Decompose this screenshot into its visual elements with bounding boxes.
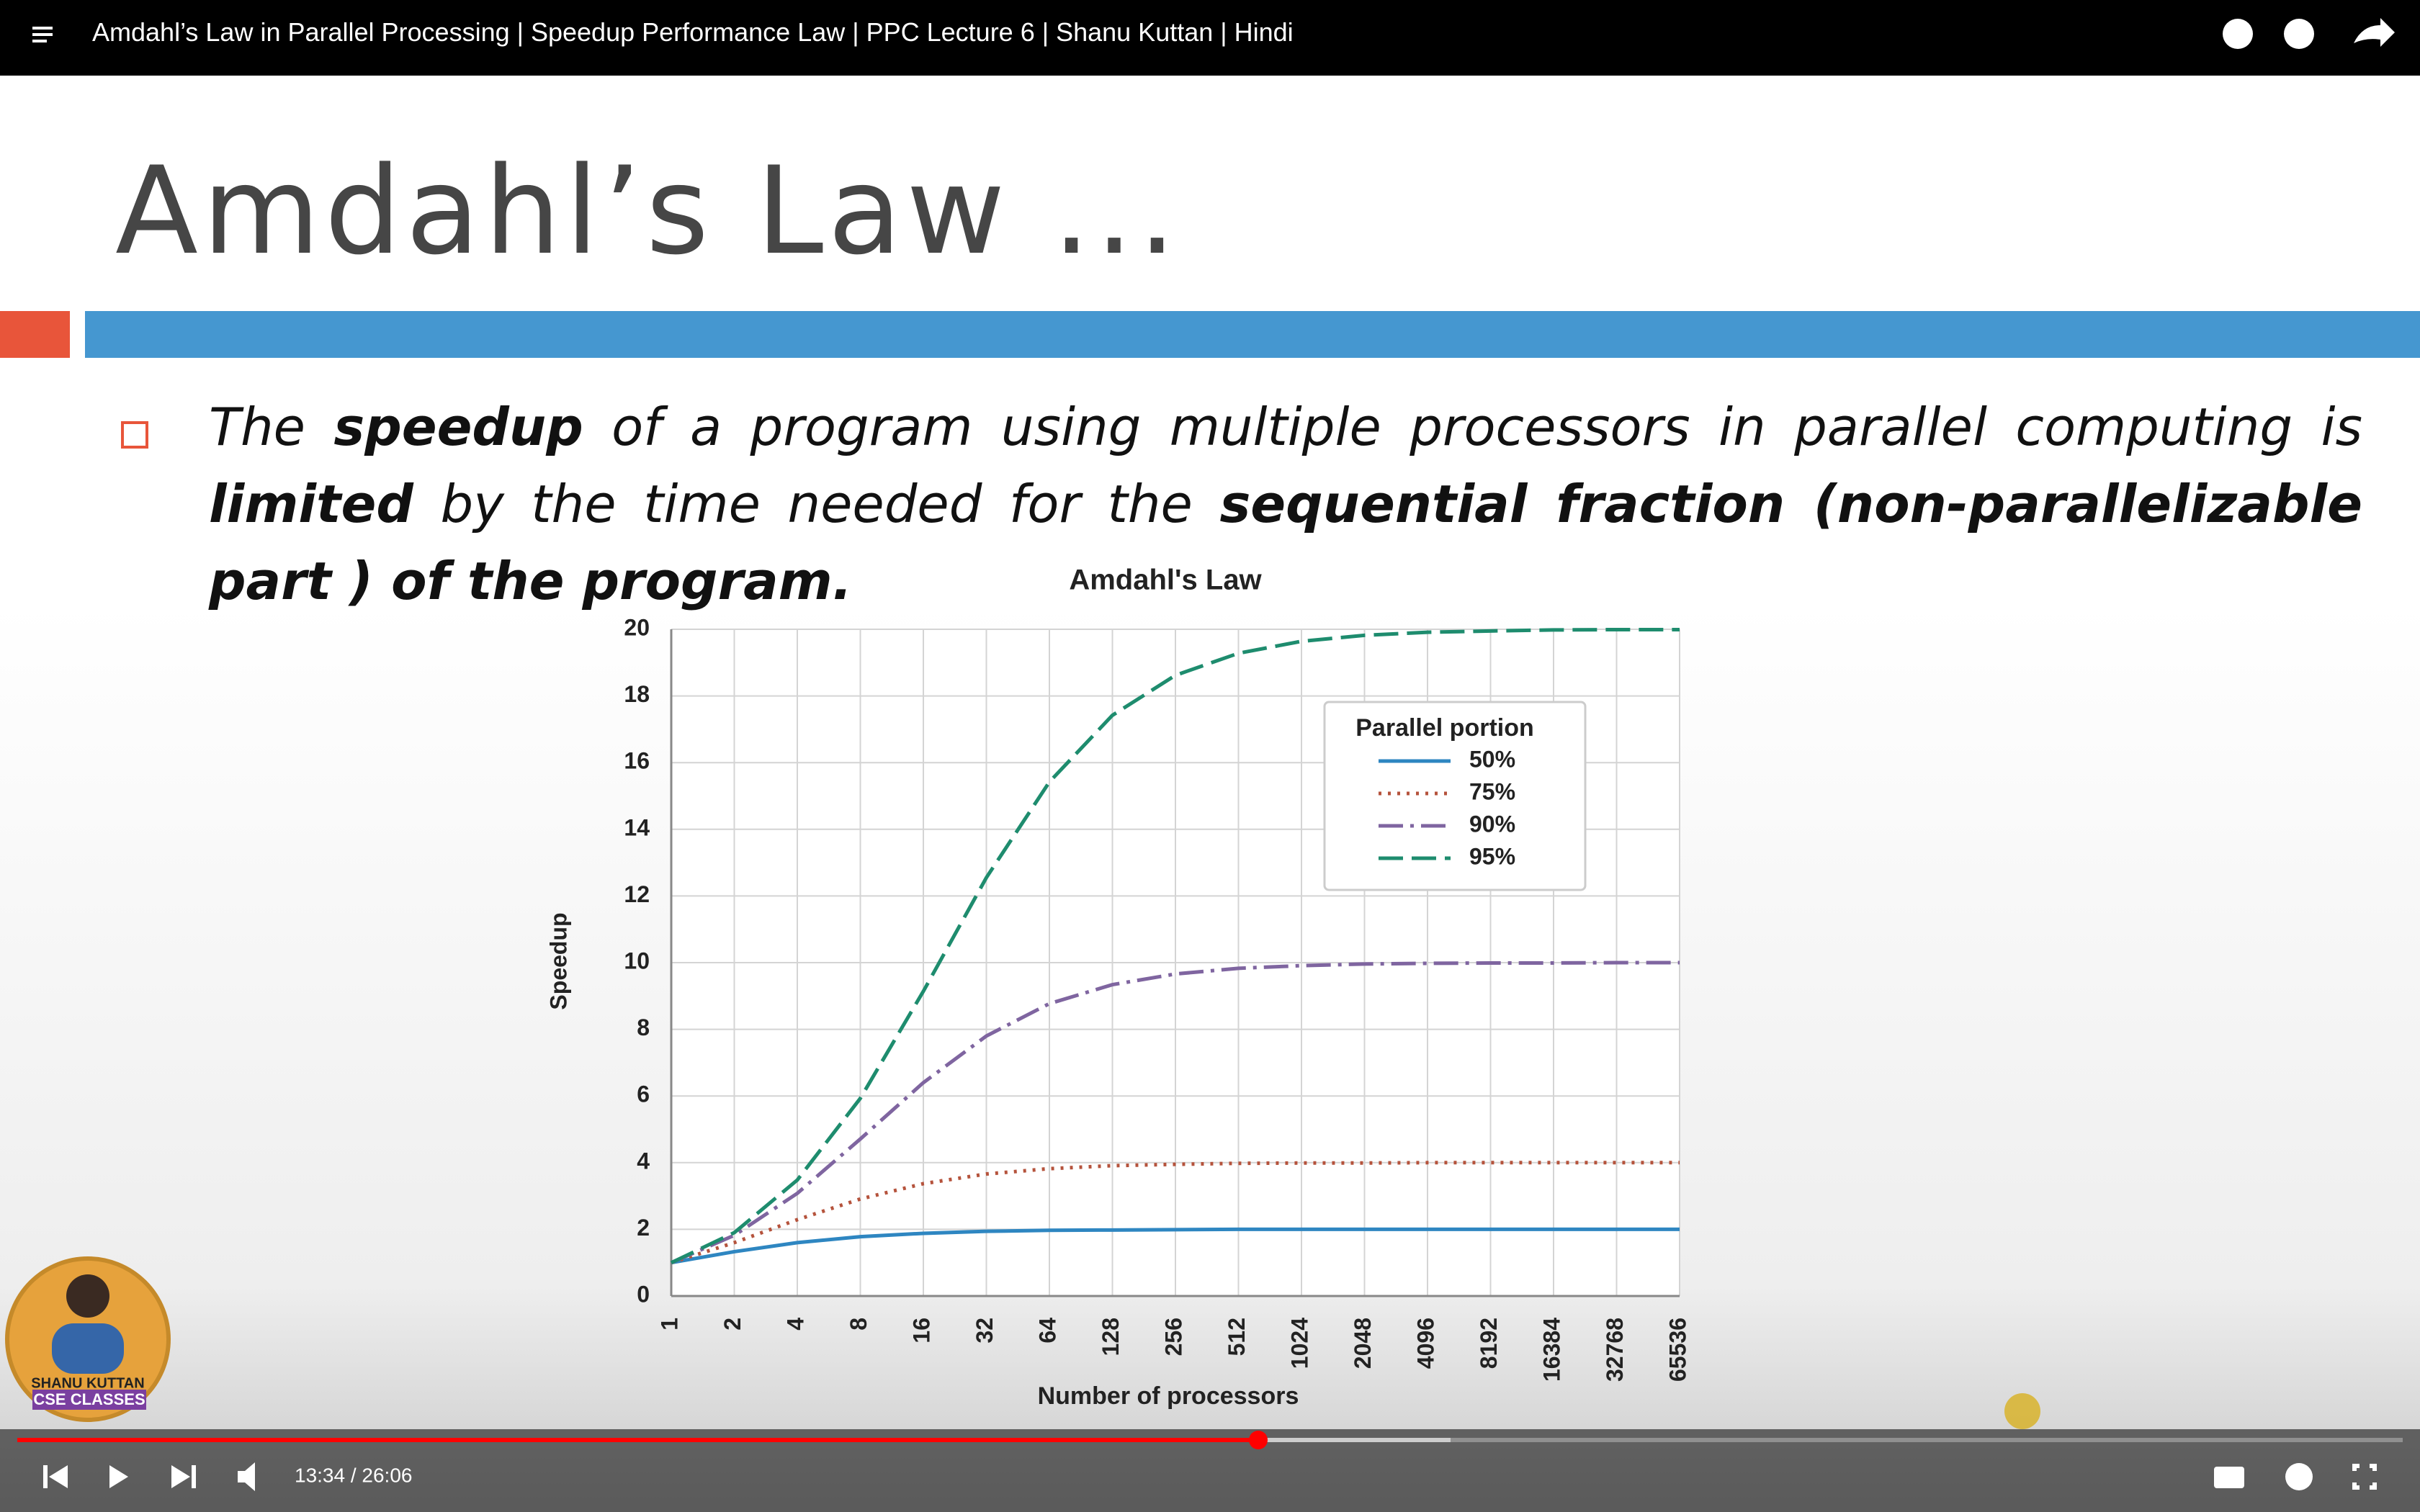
menu-icon[interactable]: [32, 27, 53, 42]
y-tick-label: 4: [637, 1148, 650, 1174]
title-bar: [85, 311, 2420, 358]
previous-button[interactable]: [43, 1465, 68, 1488]
progress-handle[interactable]: [1249, 1431, 1268, 1449]
x-tick-label: 4: [782, 1318, 808, 1331]
avatar-body: [52, 1323, 124, 1374]
legend-title: Parallel portion: [1355, 714, 1534, 742]
x-tick-label: 32768: [1602, 1318, 1628, 1382]
captions-button[interactable]: [2214, 1467, 2244, 1488]
x-tick-label: 16: [908, 1318, 934, 1344]
y-tick-label: 20: [624, 614, 650, 640]
legend-box: [1323, 701, 1587, 891]
text: of a program using multiple processors i…: [611, 397, 2362, 457]
legend-label: 75%: [1469, 778, 1515, 804]
accent-bar: [0, 311, 70, 358]
y-tick-label: 2: [637, 1215, 650, 1241]
cursor-highlight: [2004, 1393, 2040, 1429]
x-tick-label: 512: [1224, 1318, 1250, 1356]
y-tick-label: 10: [624, 948, 650, 973]
player-controls: [0, 1429, 2420, 1512]
top-bar: Amdahl’s Law in Parallel Processing | Sp…: [0, 0, 2420, 76]
x-tick-label: 32: [972, 1318, 998, 1344]
x-tick-label: 2: [720, 1318, 745, 1331]
chart-title: Amdahl's Law: [1069, 564, 1262, 596]
x-tick-label: 8192: [1476, 1318, 1502, 1369]
time-display: 13:34 / 26:06: [295, 1464, 412, 1486]
y-tick-label: 18: [624, 681, 650, 707]
series-line: [671, 1161, 1680, 1265]
next-button[interactable]: [171, 1465, 196, 1488]
info-button[interactable]: [2223, 19, 2253, 49]
share-button[interactable]: [2354, 18, 2395, 47]
play-button[interactable]: [109, 1465, 128, 1488]
x-tick-label: 256: [1160, 1318, 1186, 1356]
x-tick-label: 8: [846, 1318, 871, 1331]
text-bold: limited: [209, 474, 413, 534]
x-axis-label: Number of processors: [1038, 1382, 1299, 1410]
settings-button[interactable]: [2285, 1463, 2313, 1490]
y-axis-label: Speedup: [545, 912, 571, 1009]
bullet-marker: [121, 421, 148, 449]
slide-title: Amdahl’s Law ...: [115, 140, 1181, 282]
y-tick-label: 16: [624, 748, 650, 774]
avatar-badge: [32, 1390, 146, 1410]
watch-later-button[interactable]: [2284, 19, 2314, 49]
x-tick-label: 4096: [1412, 1318, 1438, 1369]
x-tick-label: 65536: [1664, 1318, 1690, 1382]
progress-played: [17, 1438, 1258, 1442]
text-bold: sequential fraction (non-parallelizable …: [209, 474, 2362, 611]
series-line: [671, 1227, 1680, 1265]
text: by the time needed for the: [440, 474, 1193, 534]
avatar-channel: CSE CLASSES: [33, 1390, 145, 1408]
y-tick-label: 6: [637, 1081, 650, 1107]
y-tick-label: 12: [624, 881, 650, 907]
legend-label: 90%: [1469, 811, 1515, 837]
avatar-head: [66, 1274, 109, 1318]
x-tick-label: 1024: [1286, 1318, 1312, 1369]
x-tick-label: 2048: [1350, 1318, 1376, 1369]
fullscreen-button[interactable]: [2352, 1464, 2377, 1490]
video-title: Amdahl’s Law in Parallel Processing | Sp…: [92, 17, 1294, 47]
bullet-text: The speedup of a program using multiple …: [209, 389, 2362, 620]
x-tick-label: 16384: [1538, 1318, 1564, 1382]
x-tick-label: 64: [1034, 1318, 1060, 1344]
avatar-name: SHANU KUTTAN: [31, 1375, 144, 1391]
volume-button[interactable]: [238, 1462, 255, 1491]
y-tick-label: 0: [637, 1281, 650, 1307]
x-tick-label: 128: [1098, 1318, 1124, 1356]
x-tick-label: 1: [656, 1318, 682, 1331]
y-tick-label: 14: [624, 814, 650, 840]
legend-label: 95%: [1469, 843, 1515, 869]
y-tick-label: 8: [637, 1014, 650, 1040]
series-line: [670, 627, 1680, 1264]
legend-label: 50%: [1469, 746, 1515, 772]
text: The: [209, 397, 305, 457]
text-bold: speedup: [333, 397, 583, 457]
